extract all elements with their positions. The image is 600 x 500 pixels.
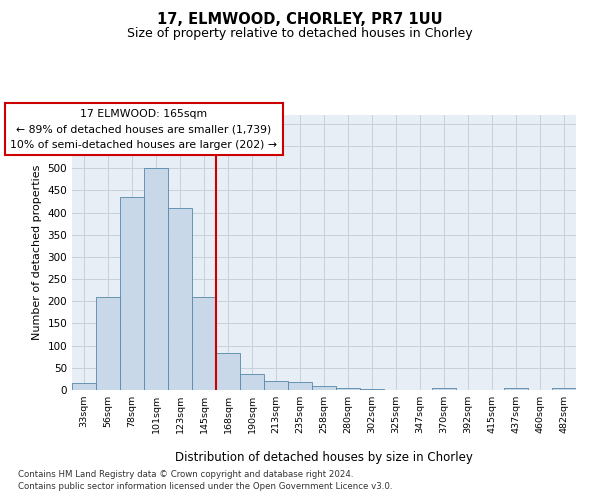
Bar: [552, 388, 576, 390]
Bar: [72, 384, 96, 390]
Y-axis label: Number of detached properties: Number of detached properties: [32, 165, 42, 340]
Bar: [432, 388, 456, 390]
Bar: [336, 388, 360, 390]
Bar: [168, 208, 192, 390]
Bar: [312, 386, 336, 390]
Bar: [144, 168, 168, 390]
Bar: [192, 297, 216, 390]
Text: 17, ELMWOOD, CHORLEY, PR7 1UU: 17, ELMWOOD, CHORLEY, PR7 1UU: [157, 12, 443, 28]
Text: Contains HM Land Registry data © Crown copyright and database right 2024.: Contains HM Land Registry data © Crown c…: [18, 470, 353, 479]
Bar: [120, 197, 144, 390]
Bar: [96, 297, 120, 390]
Text: Contains public sector information licensed under the Open Government Licence v3: Contains public sector information licen…: [18, 482, 392, 491]
Bar: [288, 382, 312, 390]
Bar: [264, 381, 288, 390]
Bar: [216, 353, 240, 390]
Bar: [360, 389, 384, 390]
Bar: [504, 388, 528, 390]
Bar: [240, 374, 264, 390]
Text: Size of property relative to detached houses in Chorley: Size of property relative to detached ho…: [127, 28, 473, 40]
Text: Distribution of detached houses by size in Chorley: Distribution of detached houses by size …: [175, 451, 473, 464]
Text: 17 ELMWOOD: 165sqm
← 89% of detached houses are smaller (1,739)
10% of semi-deta: 17 ELMWOOD: 165sqm ← 89% of detached hou…: [11, 108, 277, 150]
